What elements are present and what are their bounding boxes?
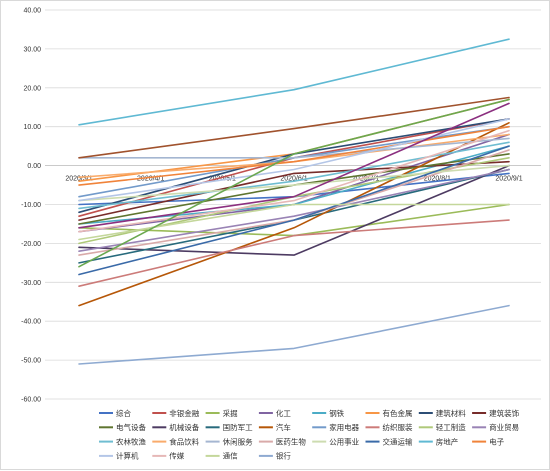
legend-label: 农林牧渔 [116,436,146,446]
legend-item: 通信 [205,451,238,461]
legend-label: 化工 [276,408,291,418]
series-line [78,164,510,256]
legend-label: 采掘 [223,408,238,418]
x-tick-label: 2020/4/1 [137,176,164,183]
series-line [78,203,510,241]
legend-label: 建筑材料 [436,408,466,418]
series-line [78,98,510,268]
legend-label: 电子 [489,436,504,446]
y-tick-label: -20.00 [21,241,41,248]
series-line [78,219,510,288]
legend-item: 轻工制造 [418,422,466,432]
legend-label: 建筑装饰 [489,408,519,418]
series-line [78,145,510,276]
series-line [78,304,510,365]
legend-label: 交通运输 [383,436,413,446]
legend-item: 建筑材料 [418,408,466,418]
legend-label: 食品饮料 [169,436,199,446]
legend-item: 休闲服务 [205,436,253,446]
y-tick-label: -10.00 [21,202,41,209]
legend-item: 农林牧渔 [99,436,146,446]
legend-label: 汽车 [276,422,291,432]
legend-item: 传媒 [152,451,185,461]
legend-label: 通信 [223,451,238,461]
legend-item: 纺织服装 [365,422,413,432]
legend-item: 电气设备 [99,422,146,432]
y-tick-label: -50.00 [21,358,41,365]
legend-label: 综合 [116,408,131,418]
y-tick-label: -30.00 [21,280,41,287]
legend-item: 商业贸易 [472,422,519,432]
y-axis-ticks: 40.00 30.00 20.00 10.00 0.00 -10.00 -20.00 -30.… [21,8,41,404]
legend-item: 电子 [472,436,505,446]
series-line [78,96,510,159]
legend-label: 医药生物 [276,436,306,446]
legend-label: 轻工制造 [436,422,466,432]
legend-item: 计算机 [99,451,139,461]
series-line [78,129,510,233]
series-line [78,122,510,307]
legend-item: 医药生物 [258,436,306,446]
legend-item: 家用电器 [312,422,360,432]
series-line [78,125,510,186]
legend-label: 有色金属 [383,408,413,418]
legend-label: 银行 [276,451,291,461]
legend-item: 公用事业 [312,436,360,446]
legend-item: 采掘 [205,408,238,418]
legend-item: 房地产 [418,436,459,446]
legend-item: 国防军工 [205,422,253,432]
legend-label: 公用事业 [329,436,359,446]
legend-item: 建筑装饰 [472,408,520,418]
y-tick-label: 40.00 [23,8,41,15]
series-line [78,168,510,252]
y-tick-label: 10.00 [23,124,41,131]
series-line [78,141,510,210]
y-tick-label: 20.00 [23,85,41,92]
legend-item: 机械设备 [152,422,200,432]
legend-label: 电气设备 [116,422,146,432]
x-tick-label: 2020/8/1 [424,176,451,183]
legend-label: 纺织服装 [383,422,413,432]
legend-item: 交通运输 [365,436,413,446]
legend-item: 有色金属 [365,408,413,418]
legend-label: 钢铁 [329,408,344,418]
series-lines [78,38,510,365]
legend-label: 计算机 [116,451,139,461]
x-tick-label: 2020/3/1 [65,176,92,183]
legend-item: 食品饮料 [152,436,200,446]
legend-item: 银行 [258,451,291,461]
legend-label: 传媒 [169,451,184,461]
series-line [78,164,510,202]
x-tick-label: 2020/6/1 [280,176,307,183]
legend-item: 综合 [99,408,131,418]
series-line [78,160,510,221]
legend-item: 化工 [258,408,291,418]
y-tick-label: -40.00 [21,319,41,326]
legend-label: 机械设备 [169,422,199,432]
y-tick-label: 0.00 [27,163,41,170]
legend-item: 钢铁 [312,408,345,418]
legend-label: 商业贸易 [489,422,519,432]
series-line [78,38,510,126]
y-tick-label: -60.00 [21,397,41,404]
y-tick-label: 30.00 [23,46,41,53]
series-line [78,118,510,202]
legend-label: 国防军工 [223,422,253,432]
x-tick-label: 2020/9/1 [495,176,522,183]
legend-label: 房地产 [436,436,459,446]
series-line [78,137,510,159]
legend-item: 非银金融 [152,408,200,418]
legend-label: 休闲服务 [223,436,253,446]
legend-label: 非银金融 [169,408,199,418]
legend-item: 汽车 [258,422,291,432]
legend-label: 家用电器 [329,422,359,432]
series-line [78,102,510,229]
